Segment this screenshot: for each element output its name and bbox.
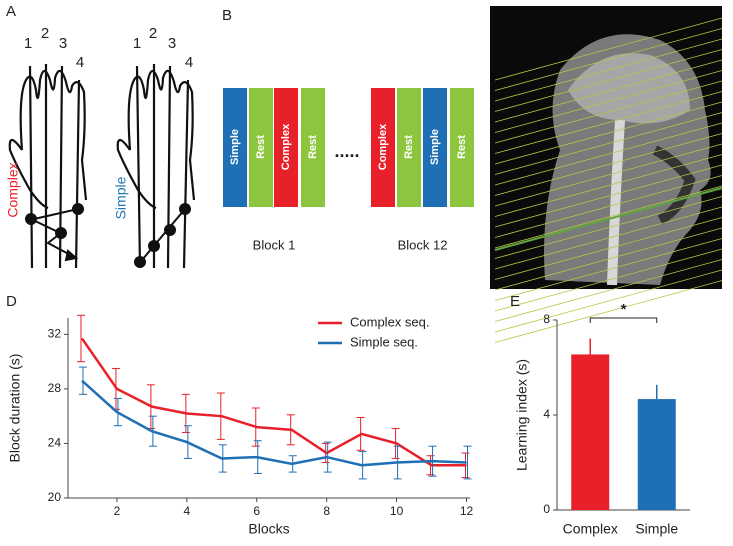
legend-label: Complex seq. [350, 314, 429, 329]
slice-line [494, 259, 723, 322]
x-tick-label: Complex [563, 521, 618, 537]
finger-number: 1 [24, 35, 32, 52]
block-label: Block 1 [253, 237, 296, 252]
panel-label: B [222, 7, 232, 24]
mri-image [490, 6, 723, 343]
block-cell [450, 88, 474, 207]
slice-line [494, 185, 723, 249]
slice-line [494, 143, 723, 207]
finger-number: 3 [168, 35, 176, 52]
finger-number: 4 [185, 54, 193, 71]
slice-line [494, 217, 723, 280]
series-line [81, 379, 467, 467]
error-bar [463, 445, 472, 480]
block-cell [249, 88, 273, 207]
block-cell [371, 88, 395, 207]
finger-number: 2 [41, 25, 49, 42]
block-cell-label: Rest [403, 135, 415, 159]
series-line [80, 337, 467, 467]
x-tick-label: 2 [114, 504, 121, 518]
slice-line [494, 238, 723, 301]
x-tick-label: 10 [390, 504, 404, 518]
block-cell-label: Complex [377, 123, 389, 170]
x-tick-label: 4 [184, 504, 191, 518]
slice-line [494, 101, 723, 165]
x-tick-label: 12 [460, 504, 474, 518]
panel-label: A [6, 3, 16, 20]
legend-label: Simple seq. [350, 334, 418, 349]
block-cell-label: Complex [280, 123, 292, 170]
bar [571, 354, 610, 510]
slice-line [494, 133, 723, 196]
block-cell [301, 88, 325, 207]
sequence-label: Simple [113, 176, 129, 219]
finger-number: 4 [76, 54, 84, 71]
slice-line [494, 49, 723, 112]
y-tick-label: 20 [48, 490, 62, 504]
y-tick-label: 4 [543, 407, 550, 421]
finger-number: 3 [59, 35, 67, 52]
sequence-arrows [25, 203, 191, 268]
slice-line [494, 91, 723, 154]
slice-line [494, 206, 723, 270]
slice-line [494, 269, 723, 333]
y-tick-label: 32 [48, 327, 62, 341]
y-tick-label: 28 [48, 381, 62, 395]
slice-line [494, 28, 723, 91]
finger-number: 1 [133, 35, 141, 52]
slice-line [494, 38, 723, 102]
slice-line [494, 59, 723, 123]
block-separator: ..... [334, 141, 359, 161]
slice-line [494, 164, 723, 228]
slice-line [494, 280, 723, 343]
slice-line [494, 175, 723, 238]
block-cell-label: Simple [229, 129, 241, 165]
y-tick-label: 24 [48, 436, 62, 450]
slice-line [494, 227, 723, 291]
finger-number: 2 [149, 25, 157, 42]
slice-line [494, 112, 723, 175]
block-cell-label: Simple [429, 129, 441, 165]
slice-line [494, 70, 723, 133]
block-cell [223, 88, 247, 207]
block-cell-label: Rest [307, 135, 319, 159]
block-cell [423, 88, 447, 207]
slice-line [494, 196, 723, 259]
x-axis-label: Blocks [248, 521, 289, 537]
slice-line [494, 122, 723, 186]
block-cell [397, 88, 421, 207]
y-tick-label: 0 [543, 502, 550, 516]
slice-line [494, 17, 723, 81]
slice-line [494, 154, 723, 217]
panel-label: D [6, 293, 17, 310]
panel-label: E [510, 293, 520, 310]
significance-mark: * [621, 301, 627, 318]
y-axis-label: Block duration (s) [7, 354, 23, 463]
x-tick-label: 6 [253, 504, 260, 518]
block-cell-label: Rest [255, 135, 267, 159]
slice-line [494, 248, 723, 312]
slice-line [494, 80, 723, 144]
block-label: Block 12 [398, 237, 448, 252]
hand-drawings [8, 64, 196, 269]
y-tick-label: 8 [543, 312, 550, 326]
bar [637, 399, 676, 510]
block-cell-label: Rest [456, 135, 468, 159]
sequence-label: Complex [5, 162, 21, 217]
y-axis-label: Learning index (s) [514, 359, 530, 471]
block-cell [274, 88, 298, 207]
x-tick-label: Simple [635, 521, 678, 537]
error-bar [76, 314, 85, 363]
significance-bracket [589, 317, 658, 323]
x-tick-label: 8 [323, 504, 330, 518]
